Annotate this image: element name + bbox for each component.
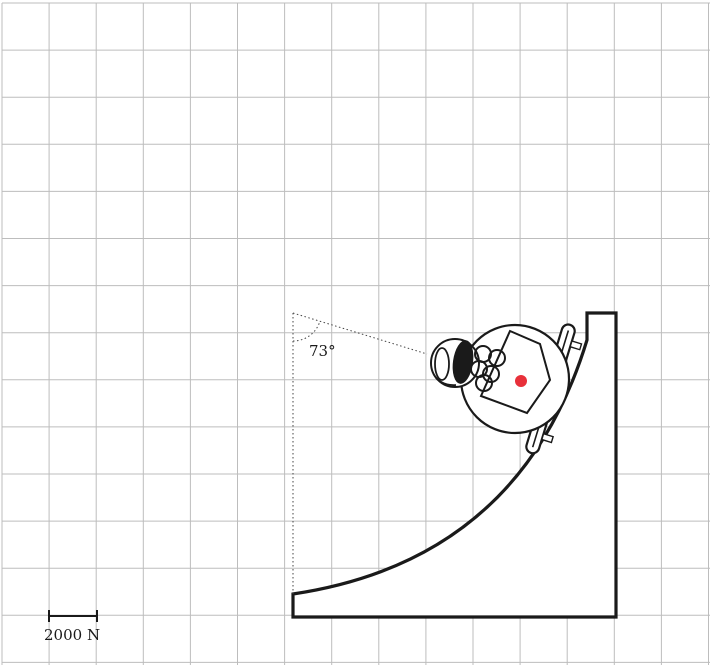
olympic-rings [470, 345, 506, 392]
angle-reference-line [292, 312, 428, 355]
snowboarder [430, 323, 583, 455]
angle-label: 73° [309, 342, 336, 360]
halfpipe-ramp [291, 311, 618, 619]
bib-patch [479, 329, 552, 415]
scale-label: 2000 N [44, 626, 100, 644]
center-of-mass-dot [515, 375, 527, 387]
angle-arc [292, 320, 321, 342]
scale-bar [48, 610, 98, 622]
helmet [430, 338, 480, 388]
